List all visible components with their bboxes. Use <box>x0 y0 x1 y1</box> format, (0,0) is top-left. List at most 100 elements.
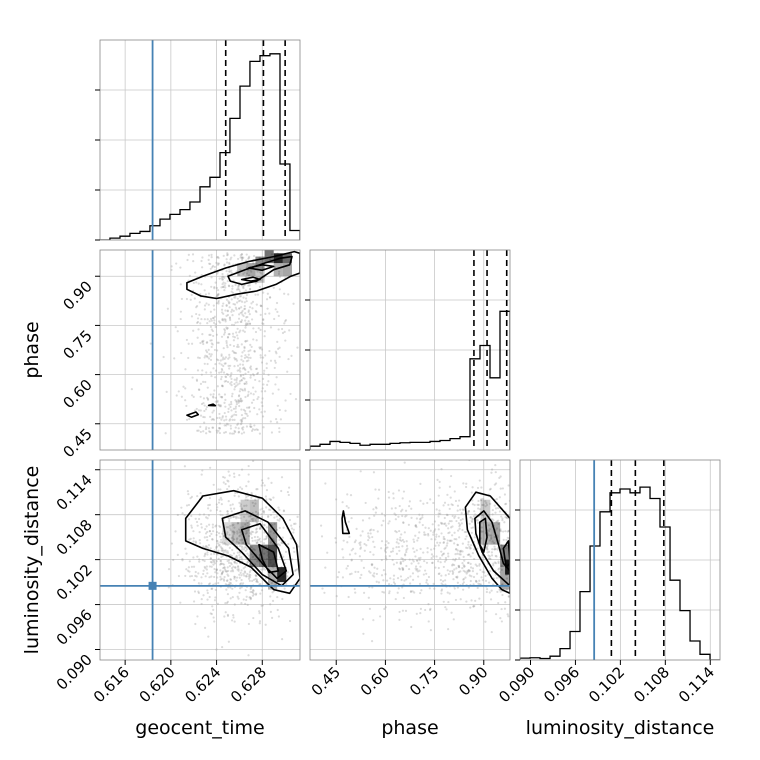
sample-point <box>466 553 469 557</box>
sample-point <box>418 513 421 516</box>
sample-point <box>196 317 200 320</box>
sample-point <box>287 493 290 497</box>
sample-point <box>189 537 192 540</box>
sample-point <box>269 530 272 533</box>
sample-point <box>498 588 501 591</box>
sample-point <box>217 299 220 302</box>
sample-point <box>240 508 244 511</box>
sample-point <box>250 586 253 589</box>
sample-point <box>495 527 499 530</box>
contours <box>184 250 510 595</box>
sample-point <box>232 335 235 338</box>
sample-point <box>241 538 244 541</box>
sample-point <box>244 372 247 375</box>
sample-point <box>350 549 353 552</box>
sample-point <box>235 517 238 520</box>
sample-point <box>232 351 236 354</box>
sample-point <box>488 529 491 533</box>
ylabel-phase: phase <box>21 321 43 378</box>
sample-point <box>237 286 240 289</box>
sample-point <box>243 389 247 392</box>
sample-point <box>267 380 270 383</box>
sample-point <box>258 380 261 383</box>
sample-point <box>233 526 236 529</box>
sample-point <box>179 283 182 286</box>
sample-point <box>478 564 481 567</box>
sample-point <box>458 499 461 502</box>
sample-point <box>197 517 201 521</box>
sample-point <box>442 565 445 569</box>
sample-point <box>255 310 258 314</box>
sample-point <box>278 526 281 530</box>
sample-point <box>380 574 384 577</box>
sample-point <box>392 578 395 581</box>
sample-point <box>473 510 476 513</box>
sample-point <box>250 496 253 499</box>
sample-point <box>199 492 202 495</box>
sample-point <box>359 546 363 549</box>
sample-point <box>462 564 465 567</box>
sample-point <box>467 570 470 573</box>
sample-point <box>409 582 412 585</box>
sample-point <box>240 420 243 423</box>
sample-point <box>203 356 206 359</box>
sample-point <box>222 549 225 552</box>
sample-point <box>480 498 483 501</box>
sample-point <box>434 528 437 531</box>
sample-point <box>414 525 417 528</box>
sample-point <box>221 385 224 388</box>
sample-point <box>190 315 194 318</box>
sample-point <box>269 498 272 501</box>
sample-point <box>487 524 490 527</box>
sample-point <box>238 535 241 538</box>
sample-point <box>188 538 191 541</box>
sample-point <box>237 284 240 287</box>
sample-point <box>259 527 262 530</box>
sample-point <box>247 353 250 356</box>
sample-point <box>500 568 503 571</box>
sample-point <box>439 541 442 544</box>
sample-point <box>214 571 217 574</box>
sample-point <box>457 565 461 569</box>
sample-point <box>417 536 420 540</box>
sample-point <box>292 528 295 531</box>
sample-point <box>209 317 213 321</box>
ylabel-luminosity-distance: luminosity_distance <box>21 466 43 655</box>
sample-point <box>226 346 229 349</box>
sample-point <box>262 426 265 429</box>
sample-point <box>264 495 267 498</box>
sample-point <box>212 560 215 563</box>
sample-point <box>462 555 465 558</box>
sample-point <box>280 476 284 479</box>
sample-point <box>242 373 245 377</box>
sample-point <box>243 515 246 518</box>
sample-point <box>401 568 404 571</box>
sample-point <box>205 349 208 352</box>
sample-point <box>214 376 217 379</box>
sample-point <box>293 550 296 553</box>
sample-point <box>233 296 236 299</box>
sample-point <box>237 568 240 571</box>
contour-line <box>474 510 510 587</box>
sample-point <box>238 591 241 594</box>
sample-point <box>369 571 372 574</box>
sample-point <box>451 534 454 537</box>
sample-point <box>215 545 218 548</box>
sample-point <box>471 518 474 521</box>
sample-point <box>268 575 271 578</box>
sample-point <box>392 574 396 577</box>
sample-point <box>473 604 476 608</box>
sample-point <box>507 484 510 487</box>
sample-point <box>214 363 217 366</box>
sample-point <box>201 333 204 336</box>
sample-point <box>384 573 387 576</box>
sample-point <box>180 351 183 355</box>
sample-point <box>205 405 209 409</box>
sample-point <box>208 262 211 265</box>
sample-point <box>374 511 377 514</box>
sample-point <box>230 290 233 293</box>
sample-point <box>217 501 221 504</box>
sample-point <box>259 304 263 307</box>
sample-point <box>254 502 257 505</box>
sample-point <box>463 565 466 568</box>
